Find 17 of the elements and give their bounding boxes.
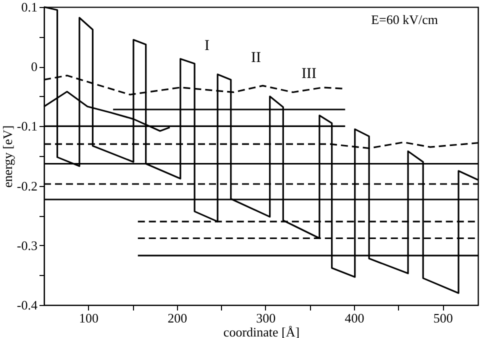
annotation: I <box>204 38 210 54</box>
y-axis-title: energy [eV] <box>0 125 15 188</box>
y-tick-label: 0.1 <box>21 0 38 14</box>
x-axis-title: coordinate [Å] <box>223 324 300 338</box>
x-tick-label: 300 <box>256 310 276 326</box>
y-tick-label: -0.3 <box>16 238 38 253</box>
x-tick-label: 500 <box>433 310 453 326</box>
y-tick-label: -0.2 <box>16 178 38 194</box>
x-tick-label: 100 <box>79 310 99 326</box>
x-tick-label: 200 <box>168 310 188 326</box>
annotation: E=60 kV/cm <box>371 12 438 27</box>
annotation: III <box>302 66 316 82</box>
y-tick-label: -0.4 <box>16 298 38 312</box>
y-tick-label: 0 <box>31 59 38 74</box>
y-tick-label: -0.1 <box>16 118 38 134</box>
annotation: II <box>251 50 261 66</box>
x-tick-label: 400 <box>344 310 364 326</box>
